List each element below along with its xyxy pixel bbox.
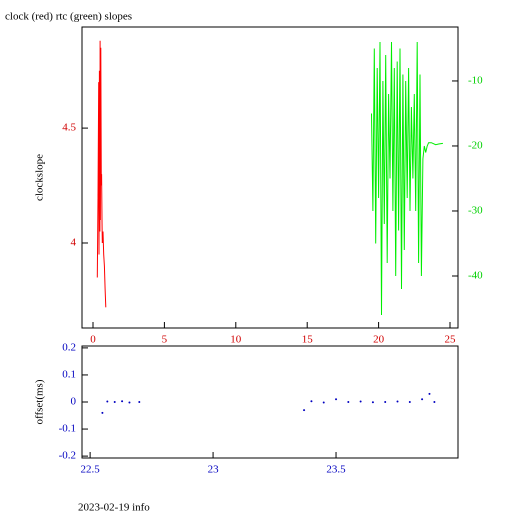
y-tick-label: -0.2 xyxy=(59,450,76,462)
series-line xyxy=(371,41,443,316)
point xyxy=(101,411,104,414)
x-tick-label: 5 xyxy=(162,334,168,346)
x-tick-label: 23.5 xyxy=(326,464,346,476)
point xyxy=(303,409,306,412)
y2-tick-label: -40 xyxy=(468,270,483,282)
y-tick-label: 0.2 xyxy=(62,341,76,353)
y-tick-label: 0.1 xyxy=(62,368,76,380)
point xyxy=(335,398,338,401)
point xyxy=(128,401,131,404)
chart-title: clock (red) rtc (green) slopes xyxy=(5,11,132,23)
x-tick-label: 15 xyxy=(302,334,314,346)
y2-tick-label: -30 xyxy=(468,205,483,217)
point xyxy=(106,400,109,403)
point xyxy=(310,400,313,403)
y2-tick-label: -10 xyxy=(468,74,483,86)
y-axis-label: offset(ms) xyxy=(34,379,46,424)
footer: 2023-02-19 info xyxy=(78,502,150,512)
point xyxy=(347,401,350,403)
point xyxy=(371,401,374,404)
point xyxy=(396,400,399,403)
point xyxy=(408,401,411,403)
point xyxy=(428,392,431,395)
point xyxy=(433,401,436,403)
y2-tick-label: -20 xyxy=(468,140,483,152)
x-tick-label: 10 xyxy=(230,334,242,346)
plot-frame xyxy=(81,26,459,329)
point xyxy=(113,401,116,403)
y-tick-label: 0 xyxy=(71,396,77,408)
x-tick-label: 25 xyxy=(445,334,457,346)
y-tick-label: 4.5 xyxy=(62,122,76,134)
x-tick-label: 23 xyxy=(208,464,220,476)
x-tick-label: 0 xyxy=(90,334,96,346)
point xyxy=(138,401,141,403)
x-tick-label: 20 xyxy=(373,334,385,346)
point xyxy=(421,398,424,401)
y-axis-label: clockslope xyxy=(34,154,46,201)
point xyxy=(384,401,387,403)
y-tick-label: 4 xyxy=(71,237,77,249)
point xyxy=(322,401,325,404)
y-tick-label: -0.1 xyxy=(59,423,76,435)
point xyxy=(359,400,362,403)
point xyxy=(121,400,124,403)
x-tick-label: 22.5 xyxy=(80,464,100,476)
series-line xyxy=(96,40,107,308)
